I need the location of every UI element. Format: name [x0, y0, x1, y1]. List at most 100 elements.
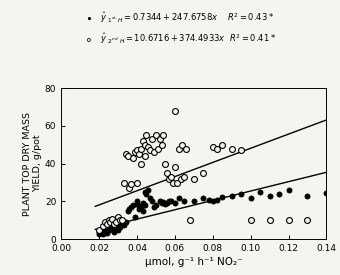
Point — [98, 230, 104, 235]
Point — [276, 192, 282, 196]
Point — [115, 224, 121, 228]
Point — [157, 199, 163, 204]
Point — [149, 137, 155, 141]
Point — [146, 144, 151, 149]
Point — [136, 204, 141, 208]
Point — [129, 205, 134, 209]
Point — [229, 194, 234, 198]
Point — [201, 171, 206, 175]
Point — [106, 228, 111, 232]
Point — [134, 199, 140, 204]
Point — [176, 146, 181, 151]
Point — [142, 190, 147, 194]
Point — [100, 231, 106, 236]
Point — [112, 229, 117, 234]
Point — [248, 218, 253, 222]
Point — [132, 214, 138, 219]
Point — [114, 220, 119, 224]
Point — [108, 226, 113, 230]
Point — [142, 142, 147, 147]
Point — [214, 146, 219, 151]
Point — [119, 218, 124, 222]
Point — [206, 197, 212, 202]
Point — [214, 198, 219, 203]
Point — [115, 228, 121, 232]
Point — [96, 231, 102, 236]
Point — [108, 220, 113, 224]
Point — [119, 222, 124, 226]
Point — [129, 182, 134, 187]
Point — [248, 196, 253, 200]
Point — [102, 229, 107, 234]
Point — [182, 199, 187, 204]
Point — [140, 209, 146, 213]
Point — [100, 228, 106, 232]
Point — [165, 171, 170, 175]
Point — [182, 175, 187, 179]
Point — [157, 137, 163, 141]
Point — [220, 142, 225, 147]
Point — [144, 133, 149, 138]
Point — [138, 161, 143, 166]
Point — [305, 218, 310, 222]
Point — [286, 188, 291, 192]
Point — [146, 188, 151, 192]
Point — [176, 196, 181, 200]
Point — [125, 154, 130, 158]
Point — [155, 146, 160, 151]
Point — [267, 194, 272, 198]
Point — [178, 177, 183, 181]
X-axis label: μmol, g⁻¹ h⁻¹ NO₂⁻: μmol, g⁻¹ h⁻¹ NO₂⁻ — [145, 257, 243, 267]
Point — [134, 202, 140, 207]
Point — [149, 199, 155, 204]
Point — [180, 142, 185, 147]
Point — [131, 203, 136, 207]
Point — [136, 152, 141, 156]
Point — [159, 201, 164, 205]
Point — [210, 144, 216, 149]
Point — [106, 218, 111, 222]
Point — [112, 228, 117, 232]
Point — [257, 190, 263, 194]
Point — [172, 165, 177, 170]
Point — [172, 108, 177, 113]
Point — [112, 222, 117, 226]
Point — [151, 205, 157, 209]
Point — [140, 201, 146, 205]
Point — [165, 201, 170, 205]
Point — [305, 194, 310, 198]
Y-axis label: PLANT TOP DRY MASS
YIELD, g/pot: PLANT TOP DRY MASS YIELD, g/pot — [23, 112, 42, 216]
Point — [163, 202, 168, 207]
Point — [131, 156, 136, 160]
Point — [167, 199, 172, 204]
Text: $\hat{y}\ _{2^{nd}\ H}$$= 10.6716 + 374.4933x$  $R^2 = 0.41*$: $\hat{y}\ _{2^{nd}\ H}$$= 10.6716 + 374.… — [100, 31, 276, 46]
Point — [153, 133, 159, 138]
Point — [170, 180, 176, 185]
Text: $\bullet$: $\bullet$ — [85, 13, 92, 23]
Point — [161, 133, 166, 138]
Point — [168, 175, 174, 179]
Point — [114, 226, 119, 230]
Point — [201, 196, 206, 200]
Point — [151, 150, 157, 155]
Point — [104, 222, 109, 226]
Point — [106, 227, 111, 231]
Point — [136, 207, 141, 211]
Point — [104, 230, 109, 235]
Point — [96, 229, 102, 234]
Point — [191, 177, 197, 181]
Point — [138, 146, 143, 151]
Point — [138, 206, 143, 210]
Point — [127, 207, 132, 211]
Point — [168, 199, 174, 204]
Point — [115, 214, 121, 219]
Point — [153, 203, 159, 207]
Point — [174, 180, 180, 185]
Text: $\circ$: $\circ$ — [84, 32, 92, 45]
Point — [159, 142, 164, 147]
Text: $\hat{y}\ _{1^{st}\ H}$$= 0.7344 + 247.6758x$    $R^2 = 0.43*$: $\hat{y}\ _{1^{st}\ H}$$= 0.7344 + 247.6… — [100, 11, 274, 25]
Point — [100, 224, 106, 228]
Point — [134, 148, 140, 153]
Point — [229, 146, 234, 151]
Point — [161, 200, 166, 205]
